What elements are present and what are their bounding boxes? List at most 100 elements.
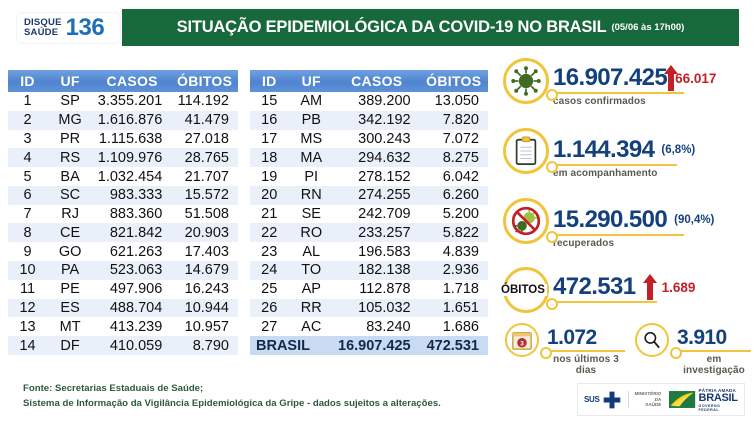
column-header-obitos: ÓBITOS xyxy=(419,70,488,92)
saude-word: SAÚDE xyxy=(24,27,59,38)
cell-uf: DF xyxy=(47,336,94,355)
stat-underline xyxy=(546,231,684,243)
table-row: 17 MS 300.243 7.072 xyxy=(250,129,488,149)
cell-obitos: 1.686 xyxy=(419,317,488,337)
cell-id: 27 xyxy=(250,317,289,337)
stat-delta: 1.689 xyxy=(661,279,696,295)
cell-uf: MA xyxy=(288,148,334,168)
footer-line-2: Sistema de Informação da Vigilância Epid… xyxy=(23,397,441,409)
stat-body: 1.144.394 (6,8%) em acompanhamento xyxy=(546,138,754,179)
cell-id: 21 xyxy=(250,204,289,224)
cell-obitos: 6.042 xyxy=(419,167,488,186)
cell-id: 20 xyxy=(250,185,289,205)
cell-obitos: 14.679 xyxy=(171,261,238,280)
stat-number-row: 472.531 1.689 xyxy=(553,273,754,300)
cell-obitos: 10.944 xyxy=(171,298,238,318)
cell-obitos: 13.050 xyxy=(419,92,488,111)
cell-id: 16 xyxy=(250,110,289,130)
table-total-row: BRASIL 16.907.425 472.531 xyxy=(250,336,488,355)
footer-logos: SUS MINISTÉRIO DA SAÚDE PÁTRIA AMADA BRA… xyxy=(577,383,745,416)
brasil-flag-icon xyxy=(669,391,696,408)
table-header-row: ID UF CASOS ÓBITOS xyxy=(250,70,488,92)
cell-id: 6 xyxy=(8,185,48,205)
total-casos: 16.907.425 xyxy=(334,336,420,355)
cell-uf: RJ xyxy=(47,204,94,224)
cell-obitos: 10.957 xyxy=(171,317,238,337)
footer-line-1: Fonte: Secretarias Estaduais de Saúde; xyxy=(23,383,204,394)
cell-casos: 300.243 xyxy=(334,129,420,149)
table-row: 10 PA 523.063 14.679 xyxy=(8,261,238,280)
cell-obitos: 7.820 xyxy=(419,110,488,130)
cell-uf: AM xyxy=(288,92,334,111)
summary-stats-panel: 16.907.425 66.017 casos confirmados xyxy=(497,58,754,376)
cell-obitos: 8.275 xyxy=(419,148,488,168)
page-title: SITUAÇÃO EPIDEMIOLÓGICA DA COVID-19 NO B… xyxy=(176,18,607,36)
cell-obitos: 28.765 xyxy=(171,148,238,168)
stat-body: 16.907.425 66.017 casos confirmados xyxy=(546,65,754,107)
cell-casos: 1.032.454 xyxy=(93,167,172,186)
stat-value: 472.531 xyxy=(553,273,636,300)
title-bar: SITUAÇÃO EPIDEMIOLÓGICA DA COVID-19 NO B… xyxy=(122,9,739,46)
table-row: 22 RO 233.257 5.822 xyxy=(250,223,488,243)
svg-text:3: 3 xyxy=(520,340,524,347)
stat-label: em acompanhamento xyxy=(553,168,658,179)
cell-uf: MT xyxy=(47,317,94,337)
stat-number-row: 3.910 xyxy=(677,327,754,348)
table-row: 4 RS 1.109.976 28.765 xyxy=(8,148,238,168)
table-row: 27 AC 83.240 1.686 xyxy=(250,317,488,337)
cell-uf: CE xyxy=(47,223,94,243)
table-row: 7 RJ 883.360 51.508 xyxy=(8,204,238,224)
cell-casos: 105.032 xyxy=(334,298,420,318)
table-row: 6 SC 983.333 15.572 xyxy=(8,185,238,205)
table-row: 21 SE 242.709 5.200 xyxy=(250,204,488,224)
column-header-casos: CASOS xyxy=(334,70,420,92)
cell-id: 24 xyxy=(250,261,289,280)
stat-number-row: 1.072 xyxy=(547,327,637,348)
cell-casos: 196.583 xyxy=(334,242,420,262)
cell-uf: AP xyxy=(288,279,334,299)
cell-id: 9 xyxy=(8,242,48,262)
cell-obitos: 17.403 xyxy=(171,242,238,262)
cell-obitos: 8.790 xyxy=(171,336,238,355)
total-label: BRASIL xyxy=(250,336,334,355)
cell-obitos: 27.018 xyxy=(171,129,238,149)
cell-id: 26 xyxy=(250,298,289,318)
cell-casos: 233.257 xyxy=(334,223,420,243)
cell-obitos: 20.903 xyxy=(171,223,238,243)
disque-saude-words: DISQUE SAÚDE xyxy=(24,18,62,37)
stat-percent: (90,4%) xyxy=(674,214,715,226)
cell-id: 13 xyxy=(8,317,48,337)
table-right: ID UF CASOS ÓBITOS 15 AM 389.200 13.050 16 PB… xyxy=(250,70,488,355)
column-header-obitos: ÓBITOS xyxy=(171,70,238,92)
cell-id: 10 xyxy=(8,261,48,280)
cell-casos: 523.063 xyxy=(93,261,172,280)
table-row: 8 CE 821.842 20.903 xyxy=(8,223,238,243)
stat-percent: (6,8%) xyxy=(661,144,696,156)
ministry-line-2: SAÚDE xyxy=(645,402,662,408)
table-row: 26 RR 105.032 1.651 xyxy=(250,298,488,318)
no-virus-icon xyxy=(503,198,549,244)
ministry-of-health-label: MINISTÉRIO DA SAÚDE xyxy=(627,390,662,409)
virus-icon xyxy=(503,58,549,104)
stat-body-em-investigacao: 3.910 em investigação xyxy=(670,327,754,376)
total-obitos: 472.531 xyxy=(419,336,488,355)
stat-number-row: 1.144.394 (6,8%) xyxy=(553,138,754,162)
stat-number-row: 15.290.500 (90,4%) xyxy=(553,208,754,232)
cell-casos: 1.616.876 xyxy=(93,110,172,130)
cell-id: 12 xyxy=(8,298,48,318)
stat-label: casos confirmados xyxy=(553,96,646,107)
cell-uf: MS xyxy=(288,129,334,149)
stat-underline xyxy=(546,89,684,101)
gov-top-label: PÁTRIA AMADA xyxy=(698,387,737,393)
cell-uf: ES xyxy=(47,298,94,318)
cell-id: 25 xyxy=(250,279,289,299)
column-header-uf: UF xyxy=(47,70,94,92)
cell-uf: PR xyxy=(47,129,94,149)
cell-casos: 883.360 xyxy=(93,204,172,224)
cell-casos: 497.906 xyxy=(93,279,172,299)
cell-obitos: 41.479 xyxy=(171,110,238,130)
gov-text: PÁTRIA AMADA BRASIL GOVERNO FEDERAL xyxy=(699,388,740,412)
stat-underline xyxy=(546,161,677,173)
stat-body-ultimos-dias: 1.072 nos últimos 3 dias xyxy=(540,327,637,376)
cell-casos: 983.333 xyxy=(93,185,172,205)
